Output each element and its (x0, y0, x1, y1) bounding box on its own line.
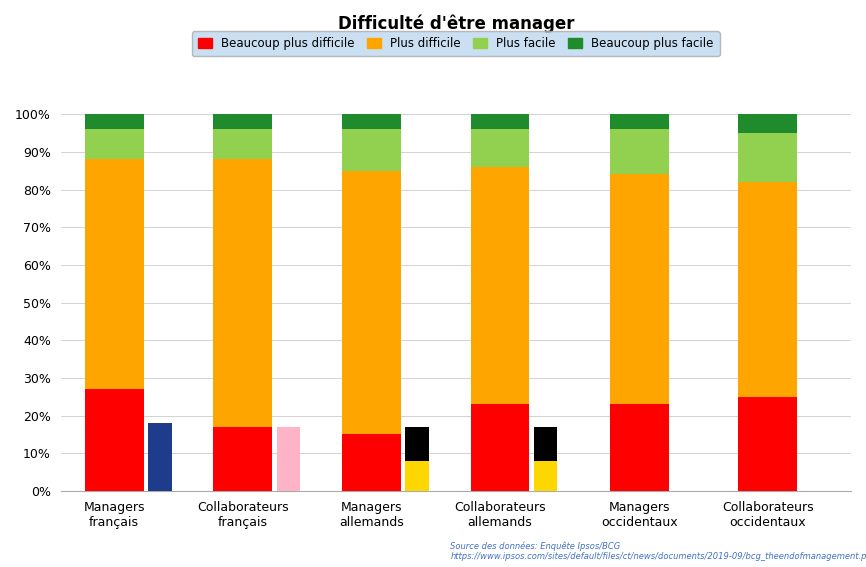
Bar (85, 129, 144, 159)
Bar (533, 461, 558, 491)
Bar (610, 129, 669, 175)
Bar (739, 133, 798, 182)
Bar (342, 434, 401, 491)
Text: Source des données: Enquête Ipsos/BCG
https://www.ipsos.com/sites/default/files/: Source des données: Enquête Ipsos/BCG ht… (450, 541, 866, 561)
Bar (148, 423, 171, 491)
Bar (405, 427, 429, 461)
Bar (85, 114, 144, 129)
Bar (470, 129, 529, 167)
Bar (610, 175, 669, 404)
Bar (85, 159, 144, 389)
Bar (213, 129, 272, 159)
Bar (276, 427, 301, 491)
Bar (610, 404, 669, 491)
Bar (342, 171, 401, 434)
Legend: Beaucoup plus difficile, Plus difficile, Plus facile, Beaucoup plus facile: Beaucoup plus difficile, Plus difficile,… (192, 31, 720, 56)
Bar (470, 114, 529, 129)
Bar (85, 389, 144, 491)
Bar (342, 129, 401, 171)
Title: Difficulté d'être manager: Difficulté d'être manager (338, 15, 574, 33)
Bar (739, 182, 798, 397)
Bar (739, 397, 798, 491)
Bar (405, 461, 429, 491)
Bar (213, 159, 272, 427)
Bar (213, 114, 272, 129)
Bar (470, 167, 529, 404)
Bar (342, 114, 401, 129)
Bar (470, 404, 529, 491)
Bar (610, 114, 669, 129)
Bar (739, 114, 798, 133)
Bar (533, 427, 558, 461)
Bar (213, 427, 272, 491)
